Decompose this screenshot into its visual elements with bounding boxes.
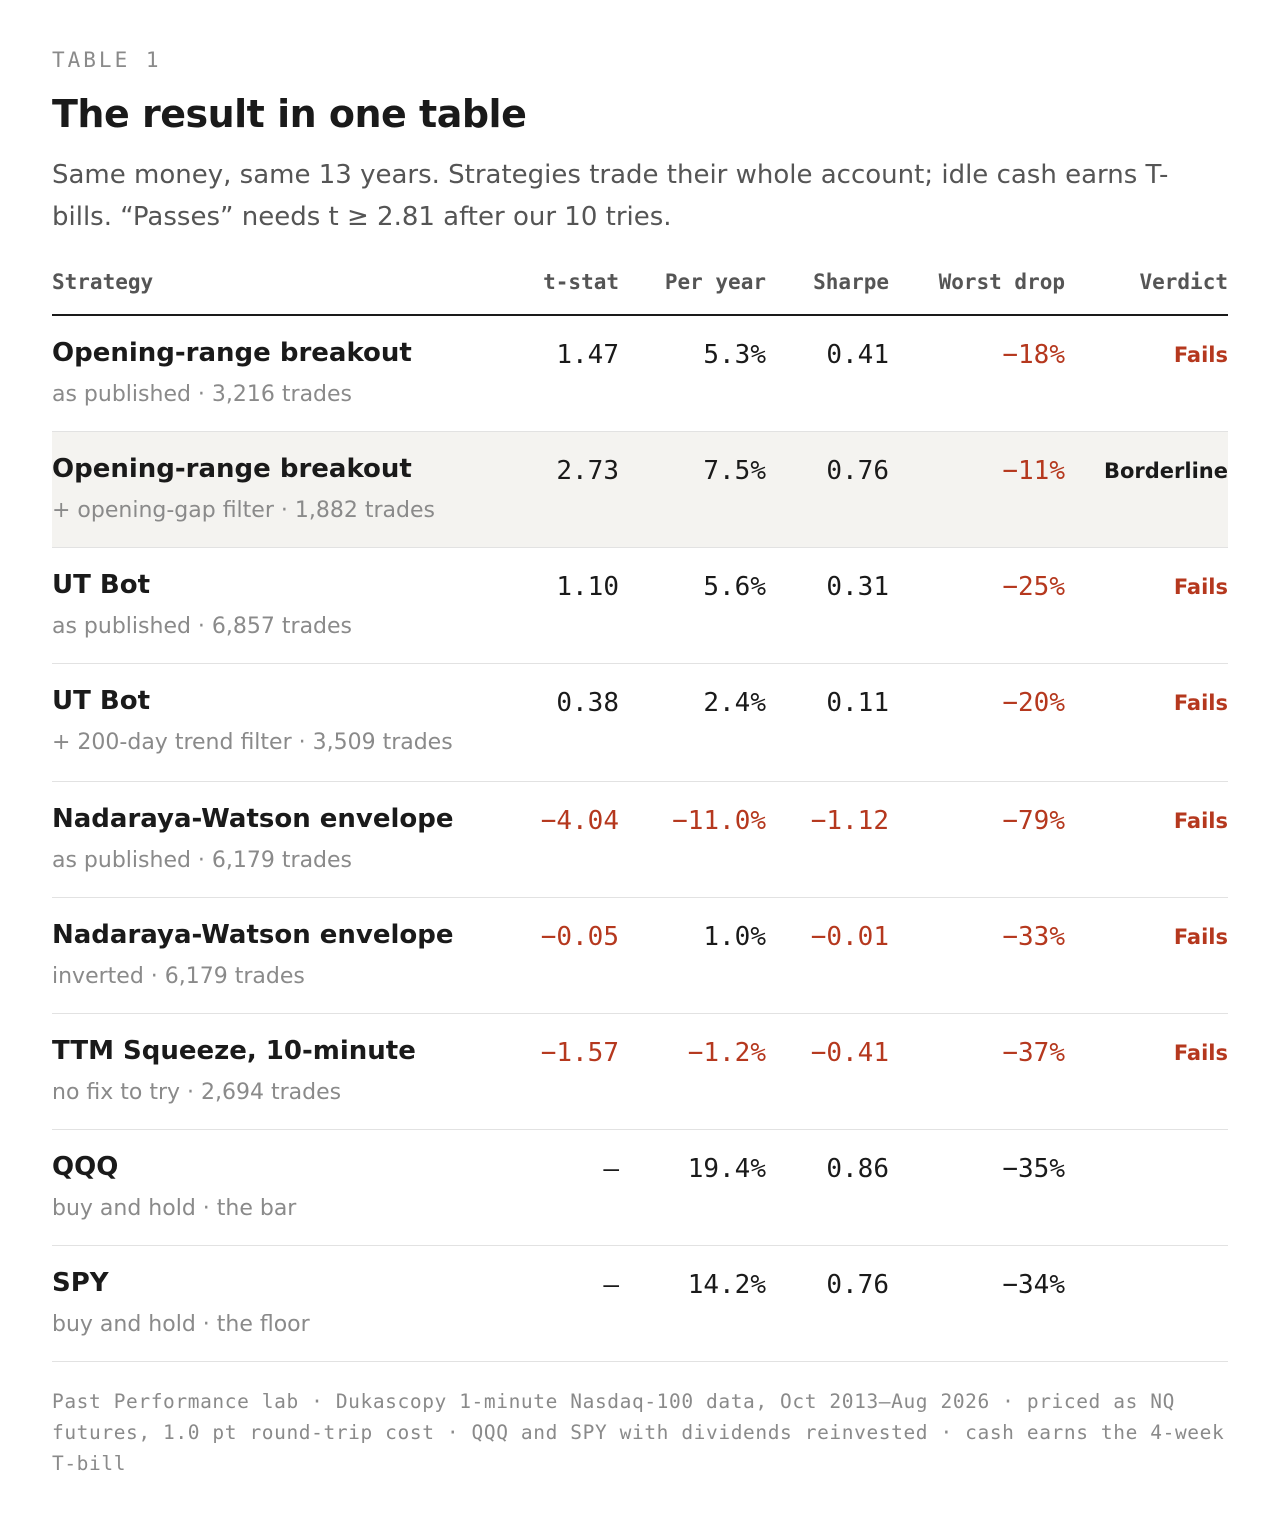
verdict-badge: Fails [1173, 809, 1228, 833]
strategy-detail: as published · 6,179 trades [52, 848, 353, 873]
sharpe-value: 0.41 [826, 340, 889, 370]
worst-drop-value: −35% [1002, 1154, 1065, 1184]
worst-drop-value: −37% [1002, 1038, 1065, 1068]
header-sharpe: Sharpe [813, 270, 889, 294]
table-row: Nadaraya-Watson envelope inverted · 6,17… [52, 898, 1228, 1014]
table-row: UT Bot + 200-day trend filter · 3,509 tr… [52, 664, 1228, 782]
worst-drop-value: −79% [1002, 806, 1065, 836]
per-year-value: 1.0% [703, 922, 766, 952]
strategy-name: Nadaraya-Watson envelope [52, 920, 454, 950]
tstat-value: −4.04 [540, 806, 619, 836]
sharpe-value: 0.76 [826, 456, 889, 486]
verdict-badge: Fails [1173, 575, 1228, 599]
verdict-badge: Borderline [1103, 459, 1228, 483]
tstat-value: 0.38 [556, 688, 619, 718]
per-year-value: 19.4% [687, 1154, 766, 1184]
per-year-value: 14.2% [687, 1270, 766, 1300]
per-year-value: 5.3% [703, 340, 766, 370]
verdict-badge: Fails [1173, 691, 1228, 715]
header-worst-drop: Worst drop [938, 270, 1065, 294]
worst-drop-value: −34% [1002, 1270, 1065, 1300]
strategy-detail: + 200-day trend filter · 3,509 trades [52, 730, 453, 755]
tstat-value: −0.05 [540, 922, 619, 952]
tstat-value: −1.57 [540, 1038, 619, 1068]
header-strategy: Strategy [52, 270, 154, 294]
table-row-benchmark: QQQ buy and hold · the bar — 19.4% 0.86 … [52, 1130, 1228, 1246]
verdict-badge: Fails [1173, 1041, 1228, 1065]
table-header: Strategy t-stat Per year Sharpe Worst dr… [52, 262, 1228, 316]
strategy-name: Opening-range breakout [52, 338, 412, 368]
source-footnote: Past Performance lab · Dukascopy 1-minut… [52, 1390, 1225, 1475]
strategy-name: QQQ [52, 1152, 119, 1182]
tstat-value: — [603, 1270, 619, 1300]
table-row: Opening-range breakout as published · 3,… [52, 316, 1228, 432]
table-subtitle: Same money, same 13 years. Strategies tr… [52, 160, 1169, 232]
sharpe-value: −1.12 [810, 806, 889, 836]
tstat-value: 1.10 [556, 572, 619, 602]
strategy-name: UT Bot [52, 570, 151, 600]
per-year-value: −1.2% [687, 1038, 766, 1068]
strategy-detail: + opening-gap filter · 1,882 trades [52, 498, 435, 523]
header-tstat: t-stat [543, 270, 619, 294]
strategy-detail: inverted · 6,179 trades [52, 964, 305, 989]
worst-drop-value: −11% [1002, 456, 1065, 486]
per-year-value: −11.0% [672, 806, 766, 836]
worst-drop-value: −33% [1002, 922, 1065, 952]
strategy-detail: as published · 6,857 trades [52, 614, 353, 639]
worst-drop-value: −20% [1002, 688, 1065, 718]
strategy-detail: no fix to try · 2,694 trades [52, 1080, 342, 1105]
table-title: The result in one table [52, 92, 527, 136]
table-row: TTM Squeeze, 10-minute no fix to try · 2… [52, 1014, 1228, 1130]
strategy-name: Nadaraya-Watson envelope [52, 804, 454, 834]
table-row: Nadaraya-Watson envelope as published · … [52, 782, 1228, 898]
strategy-name: SPY [52, 1268, 109, 1298]
tstat-value: 1.47 [556, 340, 619, 370]
sharpe-value: 0.86 [826, 1154, 889, 1184]
per-year-value: 7.5% [703, 456, 766, 486]
per-year-value: 2.4% [703, 688, 766, 718]
table-row: UT Bot as published · 6,857 trades 1.10 … [52, 548, 1228, 664]
strategy-detail: buy and hold · the bar [52, 1196, 297, 1221]
tstat-value: — [603, 1154, 619, 1184]
sharpe-value: −0.01 [810, 922, 889, 952]
strategy-name: TTM Squeeze, 10-minute [52, 1036, 416, 1066]
table-row-benchmark: SPY buy and hold · the floor — 14.2% 0.7… [52, 1246, 1228, 1362]
sharpe-value: 0.76 [826, 1270, 889, 1300]
strategy-name: Opening-range breakout [52, 454, 412, 484]
worst-drop-value: −25% [1002, 572, 1065, 602]
sharpe-value: 0.31 [826, 572, 889, 602]
strategy-detail: buy and hold · the floor [52, 1312, 310, 1337]
strategy-detail: as published · 3,216 trades [52, 382, 353, 407]
per-year-value: 5.6% [703, 572, 766, 602]
worst-drop-value: −18% [1002, 340, 1065, 370]
table-row-highlighted: Opening-range breakout + opening-gap fil… [52, 432, 1228, 548]
verdict-badge: Fails [1173, 925, 1228, 949]
table-eyebrow: TABLE 1 [52, 48, 162, 72]
results-table: Strategy t-stat Per year Sharpe Worst dr… [52, 262, 1228, 1362]
sharpe-value: 0.11 [826, 688, 889, 718]
strategy-name: UT Bot [52, 686, 151, 716]
verdict-badge: Fails [1173, 343, 1228, 367]
header-verdict: Verdict [1139, 270, 1228, 294]
header-per-year: Per year [664, 270, 766, 294]
sharpe-value: −0.41 [810, 1038, 889, 1068]
tstat-value: 2.73 [556, 456, 619, 486]
